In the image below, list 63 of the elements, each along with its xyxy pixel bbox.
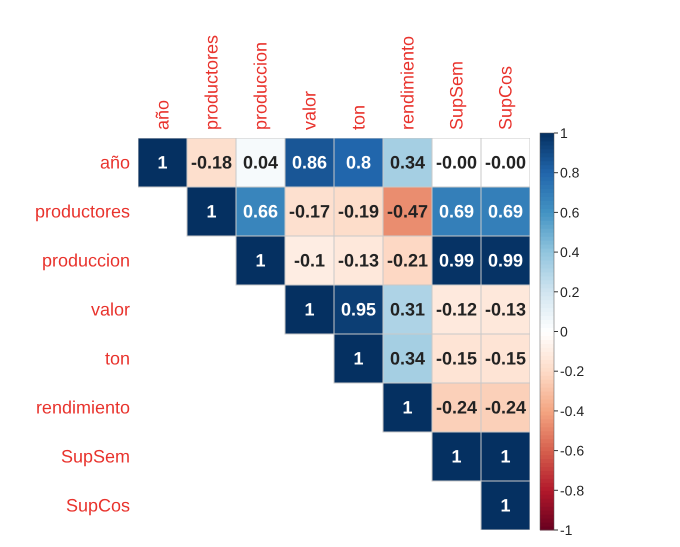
y-tick-label: valor <box>90 300 130 320</box>
data-label: 0.95 <box>340 300 376 320</box>
color-bar-label: -0.4 <box>560 402 584 419</box>
data-label: -0.19 <box>338 202 380 222</box>
data-label: 0.34 <box>390 348 426 368</box>
y-tick-label: ton <box>104 348 130 368</box>
x-tick-label: SupCos <box>496 66 516 130</box>
y-tick-label: produccion <box>42 250 130 270</box>
color-bar-label: 0.4 <box>560 244 580 260</box>
y-tick-label: productores <box>34 202 130 222</box>
data-label: 1 <box>402 398 413 418</box>
data-label: -0.17 <box>288 202 330 222</box>
color-bar-label: -0.8 <box>560 482 584 498</box>
data-label: 0.69 <box>488 202 524 222</box>
data-label: 0.99 <box>488 250 524 270</box>
data-label: 1 <box>206 202 217 222</box>
x-tick-label: productores <box>202 34 222 130</box>
color-bar-label: 0 <box>560 324 568 340</box>
x-tick-label: SupSem <box>446 60 466 130</box>
x-tick-label: rendimiento <box>398 36 418 130</box>
color-bar-label: 1 <box>560 125 568 141</box>
y-tick-label: año <box>100 152 130 172</box>
data-label: 1 <box>500 496 511 516</box>
data-label: -0.00 <box>436 152 478 172</box>
y-tick-label: SupSem <box>60 446 130 466</box>
data-label: 1 <box>353 348 364 368</box>
color-bar-label: 0.8 <box>560 164 580 181</box>
data-label: -0.15 <box>484 348 526 368</box>
data-label: 1 <box>500 446 511 466</box>
data-label: -0.13 <box>484 300 526 320</box>
data-label: 1 <box>451 446 462 466</box>
data-label: 0.34 <box>390 152 426 172</box>
x-tick-label: produccion <box>250 42 270 130</box>
data-label: -0.21 <box>386 250 428 270</box>
data-label: 0.69 <box>438 202 474 222</box>
data-label: 0.8 <box>346 152 372 172</box>
x-tick-label: valor <box>300 90 320 130</box>
color-bar-label: 0.6 <box>560 204 580 220</box>
data-label: -0.15 <box>436 348 478 368</box>
data-label: 1 <box>157 152 168 172</box>
data-label: -0.47 <box>386 202 428 222</box>
color-bar-label: 0.2 <box>560 284 580 300</box>
data-label: 0.86 <box>292 152 328 172</box>
data-label: -0.1 <box>294 250 326 270</box>
data-label: 0.99 <box>438 250 474 270</box>
x-tick-label: ton <box>348 104 368 130</box>
data-label: -0.00 <box>484 152 526 172</box>
data-label: -0.13 <box>338 250 380 270</box>
data-label: 1 <box>255 250 266 270</box>
data-label: 0.31 <box>390 300 426 320</box>
data-label: -0.12 <box>436 300 478 320</box>
color-bar-label: -1 <box>560 522 573 538</box>
data-label: -0.24 <box>436 398 478 418</box>
color-bar-label: -0.2 <box>560 363 584 380</box>
y-tick-label: SupCos <box>66 496 130 516</box>
y-tick-label: rendimiento <box>36 398 130 418</box>
data-label: -0.24 <box>484 398 526 418</box>
x-tick-label: año <box>152 100 172 130</box>
color-bar-label: -0.6 <box>560 442 584 459</box>
data-label: 0.66 <box>242 202 278 222</box>
data-label: 0.04 <box>242 152 278 172</box>
data-label: -0.18 <box>190 152 232 172</box>
data-label: 1 <box>304 300 315 320</box>
